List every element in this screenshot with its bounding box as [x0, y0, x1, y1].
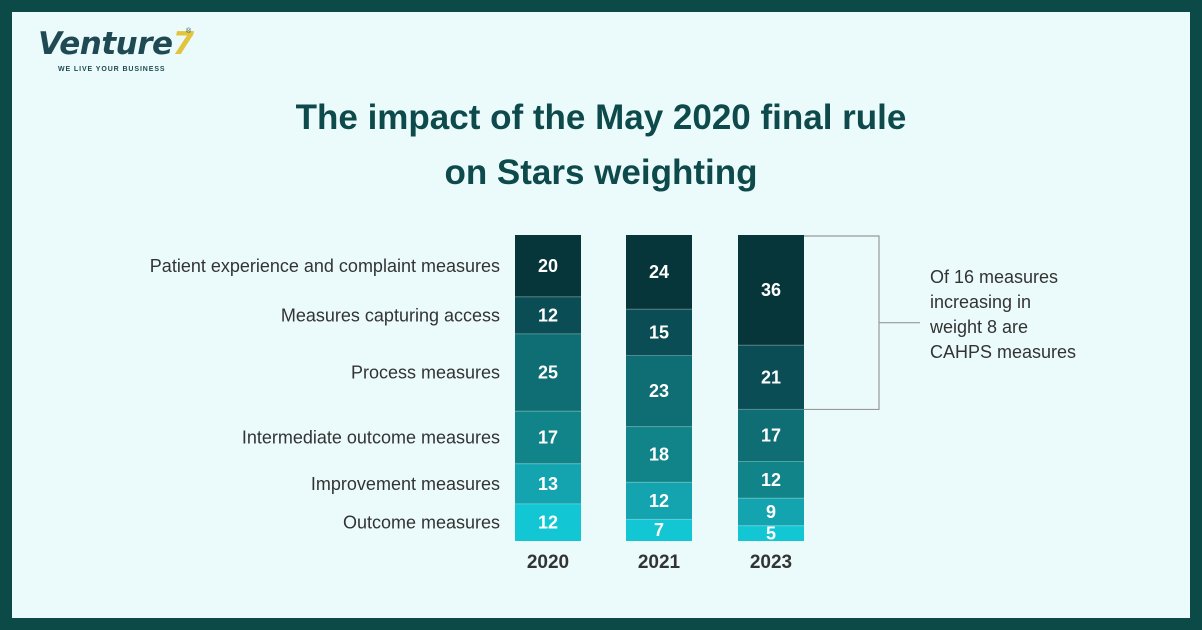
bar-segment-2023-6 — [738, 525, 804, 541]
bar-segment-2023-4 — [738, 461, 804, 499]
category-label-6: Outcome measures — [343, 512, 500, 532]
bar-segment-2023-1 — [738, 235, 804, 346]
annotation-line-1: Of 16 measures — [930, 267, 1058, 287]
chart-frame: Venture7 ® WE LIVE YOUR BUSINESS The imp… — [12, 12, 1190, 618]
data-label-2020-2: 12 — [538, 305, 558, 325]
data-label-2020-5: 13 — [538, 474, 558, 494]
annotation-line-2: increasing in — [930, 292, 1031, 312]
brand-logo: Venture7 ® WE LIVE YOUR BUSINESS — [32, 20, 232, 82]
bar-segment-2021-5 — [626, 482, 692, 520]
logo-wordmark: Venture7 — [38, 26, 194, 62]
logo-brand-number: 7 — [172, 26, 195, 62]
category-label-4: Intermediate outcome measures — [242, 427, 500, 447]
chart-title: The impact of the May 2020 final rule on… — [12, 90, 1190, 200]
logo-registered-mark: ® — [186, 28, 192, 35]
data-label-2020-6: 12 — [538, 512, 558, 532]
data-label-2023-1: 36 — [761, 280, 781, 300]
bar-segment-2020-5 — [515, 463, 581, 504]
annotation-line-3: weight 8 are — [929, 317, 1028, 337]
bar-segment-2023-2 — [738, 345, 804, 410]
title-line-2: on Stars weighting — [444, 153, 758, 192]
data-label-2023-2: 21 — [761, 367, 781, 387]
data-label-2020-1: 20 — [538, 256, 558, 276]
category-label-1: Patient experience and complaint measure… — [150, 256, 500, 276]
bar-segment-2023-3 — [738, 409, 804, 462]
data-label-2023-4: 12 — [761, 470, 781, 490]
category-label-2: Measures capturing access — [281, 305, 500, 325]
bar-segment-2021-6 — [626, 519, 692, 541]
data-label-2021-3: 23 — [649, 381, 669, 401]
data-label-2020-4: 17 — [538, 427, 558, 447]
bar-segment-2020-6 — [515, 503, 581, 541]
bar-segment-2023-5 — [738, 498, 804, 526]
bar-segment-2021-3 — [626, 355, 692, 427]
data-label-2021-6: 7 — [654, 520, 664, 540]
data-label-2021-5: 12 — [649, 491, 669, 511]
bar-segment-2021-2 — [626, 309, 692, 356]
bar-segment-2020-3 — [515, 333, 581, 412]
annotation-line-4: CAHPS measures — [930, 342, 1076, 362]
data-label-2023-6: 5 — [766, 523, 776, 543]
stacked-bar-chart: 20 12 25 17 13 12 2020 24 15 23 18 12 7 2021 36 21 17 12 9… — [150, 235, 1076, 573]
data-label-2021-4: 18 — [649, 444, 669, 464]
annotation-bracket — [804, 235, 880, 411]
data-label-2020-3: 25 — [538, 363, 558, 383]
title-line-1: The impact of the May 2020 final rule — [295, 98, 907, 137]
logo-tagline: WE LIVE YOUR BUSINESS — [58, 66, 166, 73]
data-label-2021-1: 24 — [649, 262, 669, 282]
x-tick-label-2021: 2021 — [638, 552, 681, 573]
x-tick-label-2023: 2023 — [750, 552, 792, 573]
data-label-2021-2: 15 — [649, 322, 669, 342]
x-tick-label-2020: 2020 — [527, 552, 569, 573]
bar-segment-2020-2 — [515, 296, 581, 334]
data-label-2023-5: 9 — [766, 502, 776, 522]
bar-segment-2020-1 — [515, 235, 581, 297]
bar-segment-2020-4 — [515, 411, 581, 464]
logo-brand-main: Venture — [38, 26, 173, 62]
bar-segment-2021-1 — [626, 235, 692, 310]
data-label-2023-3: 17 — [761, 425, 781, 445]
bar-segment-2021-4 — [626, 426, 692, 483]
category-label-5: Improvement measures — [311, 474, 500, 494]
category-label-3: Process measures — [351, 363, 500, 383]
